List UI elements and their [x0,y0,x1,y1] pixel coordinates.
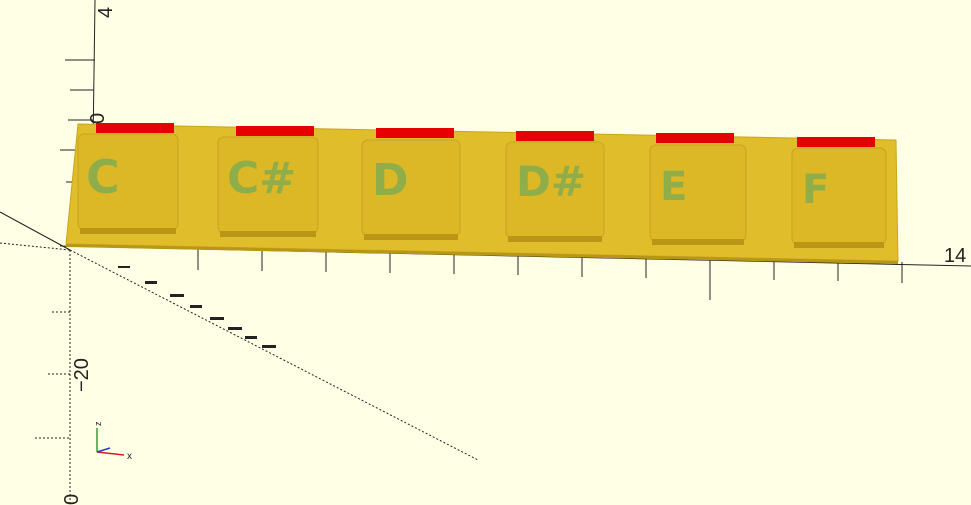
key-f-label: F [802,167,829,213]
key-e-label: E [660,164,687,210]
key-d[interactable]: D [361,128,461,240]
key-c-marker [96,123,174,133]
key-f[interactable]: F [791,137,887,248]
key-d-sharp-label: D# [516,157,586,206]
key-c-sharp[interactable]: C# [217,126,319,237]
key-f-marker [797,137,875,147]
keyboard-base[interactable] [65,123,899,262]
x-axis-label-14: 14 [944,245,966,267]
y-axis-label-minus20: −20 [71,358,93,392]
key-c-sharp-marker [236,126,314,136]
gizmo-x-line [96,451,125,456]
key-c-sharp-shadow [220,231,316,237]
key-c-shadow [80,228,176,234]
key-c-label: C [86,150,120,204]
axis-labels: 4 0 14 −20 0 [61,7,966,505]
gizmo-z-label: z [93,421,103,426]
axis-gizmo: x z [93,421,132,462]
z-axis-top-label: 4 [95,7,117,18]
keyboard-base-shade [66,244,898,264]
key-d-shadow [364,234,458,240]
gizmo-x-label: x [127,451,132,462]
key-d-sharp[interactable]: D# [505,131,605,242]
key-e-shadow [652,239,744,245]
key-d-sharp-shadow [508,236,602,242]
gizmo-y-line [96,447,111,453]
key-d-sharp-marker [516,131,594,141]
y-axis-tick-marks [118,266,276,348]
key-e-marker [656,133,734,143]
key-f-shadow [794,242,884,248]
key-e[interactable]: E [649,133,747,245]
key-c[interactable]: C [77,123,179,234]
y-axis-dashed [69,249,479,461]
key-d-label: D [372,155,409,206]
z-axis-origin-label: 0 [87,113,109,124]
key-c-sharp-label: C# [227,153,296,204]
y-axis-label-0: 0 [61,494,83,505]
key-d-marker [376,128,454,138]
neg-y-line [0,211,71,251]
